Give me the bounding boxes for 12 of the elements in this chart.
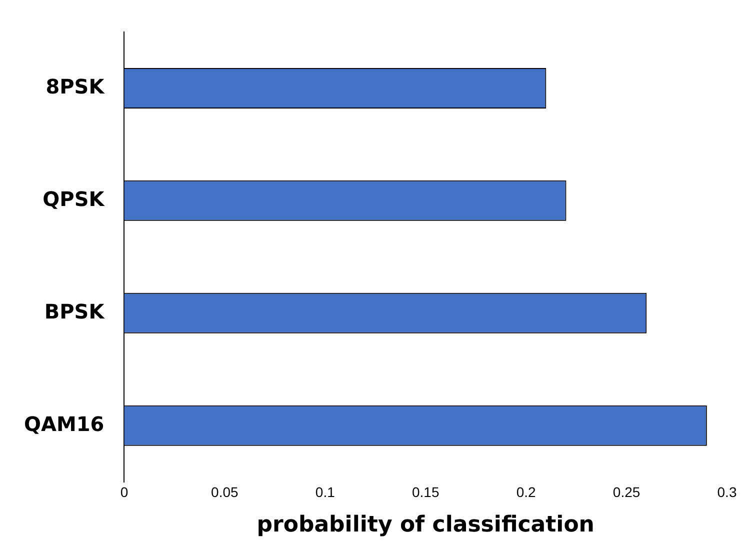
y-tick-label: QPSK	[42, 186, 106, 211]
x-tick-label: 0	[120, 484, 128, 500]
x-tick-label: 0.3	[717, 484, 737, 500]
y-tick-label: BPSK	[44, 299, 106, 324]
x-tick-label: 0.05	[211, 484, 239, 500]
y-tick-label: 8PSK	[46, 74, 106, 98]
x-tick-label: 0.15	[412, 484, 440, 500]
x-tick-label: 0.2	[516, 484, 536, 500]
x-tick-label: 0.25	[612, 484, 640, 500]
x-axis-title: probability of classification	[256, 512, 594, 538]
y-tick-label: QAM16	[24, 412, 104, 436]
x-tick-label: 0.1	[315, 484, 336, 500]
